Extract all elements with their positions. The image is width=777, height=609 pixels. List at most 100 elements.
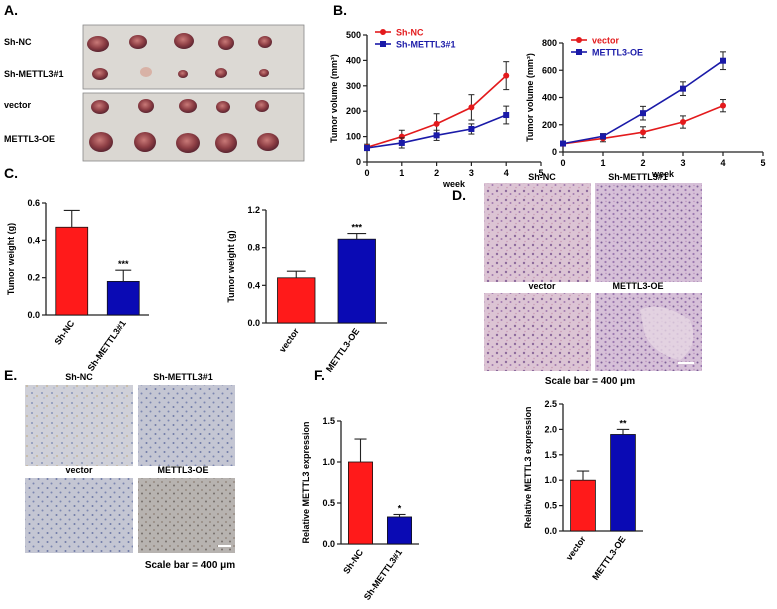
panel-a-label-sh-mettl3: Sh-METTL3#1: [4, 69, 64, 79]
y-tick-label: 0.0: [544, 526, 557, 536]
data-point: [364, 145, 370, 152]
panel-e-title-sh-nc: Sh-NC: [65, 372, 93, 382]
y-tick-label: 100: [346, 132, 361, 142]
panel-e-title-vector: vector: [65, 465, 93, 475]
x-tick-label: 0: [364, 168, 369, 178]
panel-e-title-sh-mettl3: Sh-METTL3#1: [153, 372, 213, 382]
bar-Sh-NC: [348, 461, 373, 545]
data-point: [680, 119, 686, 126]
y-tick-label: 1.0: [322, 457, 335, 467]
y-axis-label: Tumor weight (g): [6, 223, 16, 295]
data-point: [560, 140, 566, 147]
legend-marker: [380, 41, 386, 47]
y-tick-label: 0.6: [27, 198, 40, 208]
x-tick-label: 1: [600, 158, 605, 168]
significance-label: ***: [351, 223, 362, 233]
chart-tumor-volume-knockdown: 0 100 200 300 400 500 0 1 2 3 4 5 week Tumor volume (…: [329, 28, 544, 190]
panel-label-d: D.: [452, 187, 466, 203]
data-point: [468, 104, 475, 111]
x-category-label: Sh-NC: [52, 318, 76, 347]
data-point: [720, 102, 726, 109]
chart-mettl3-expression-overexpression: 0.0 0.5 1.0 1.5 2.0 2.5 Relative METTL3 expres…: [523, 399, 643, 582]
legend-marker: [576, 49, 582, 55]
x-tick-label: 3: [680, 158, 685, 168]
legend-label: Sh-METTL3#1: [396, 40, 456, 50]
x-tick-label: 2: [434, 168, 439, 178]
legend-label: METTL3-OE: [592, 48, 643, 58]
bar-vector: [277, 277, 316, 324]
panel-label-a: A.: [4, 2, 18, 18]
x-category-label: METTL3-OE: [590, 534, 627, 582]
bar-Sh-METTL3#1: [106, 280, 140, 316]
data-point: [433, 132, 440, 139]
chart-tumor-volume-overexpression: 0 200 400 600 800 0 1 2 3 4 5 week Tumor volume (mm³…: [525, 36, 766, 180]
y-tick-label: 400: [542, 93, 557, 103]
chart-tumor-weight-overexpression: 0.0 0.4 0.8 1.2 Tumor weight (g) vector *** MET…: [226, 205, 387, 374]
y-tick-label: 500: [346, 30, 361, 40]
x-axis-label: week: [442, 179, 466, 189]
bar-METTL3-OE: [337, 238, 376, 324]
y-tick-label: 0.4: [27, 235, 40, 245]
bar-vector: [570, 479, 596, 532]
y-tick-label: 0.0: [27, 310, 40, 320]
significance-label: **: [619, 418, 627, 428]
data-point: [433, 120, 440, 127]
y-axis-label: Relative METTL3 expression: [301, 421, 311, 543]
panel-e-scale-text: Scale bar = 400 μm: [145, 560, 235, 571]
y-tick-label: 1.2: [247, 205, 260, 215]
y-tick-label: 200: [346, 106, 361, 116]
x-category-label: METTL3-OE: [324, 326, 361, 374]
y-tick-label: 0: [552, 147, 557, 157]
panel-a-label-sh-nc: Sh-NC: [4, 37, 32, 47]
panel-label-e: E.: [4, 367, 17, 383]
panel-a-label-mettl3-oe: METTL3-OE: [4, 134, 55, 144]
legend-marker: [380, 29, 386, 35]
panel-d-title-sh-mettl3: Sh-METTL3#1: [608, 172, 668, 182]
panel-d-scale-text: Scale bar = 400 μm: [545, 376, 635, 387]
data-point: [468, 125, 475, 132]
ihc-image-sh-mettl3: [138, 385, 235, 466]
y-tick-label: 0.2: [27, 273, 40, 283]
data-point: [503, 112, 510, 119]
ihc-image-sh-nc: [25, 385, 133, 466]
y-tick-label: 0.4: [247, 280, 260, 290]
tumor-photo-top: [82, 24, 305, 90]
x-tick-label: 5: [538, 168, 543, 178]
y-tick-label: 2.0: [544, 424, 557, 434]
ihc-image-mettl3-oe: [138, 478, 235, 553]
legend-label: Sh-NC: [396, 28, 424, 38]
panel-d-title-vector: vector: [528, 281, 556, 291]
y-tick-label: 200: [542, 120, 557, 130]
y-tick-label: 2.5: [544, 399, 557, 409]
chart-mettl3-expression-knockdown: 0.0 0.5 1.0 1.5 Relative METTL3 expression Sh…: [301, 416, 419, 602]
data-point: [640, 110, 646, 117]
he-image-sh-nc: [484, 183, 591, 282]
chart-tumor-weight-knockdown: 0.0 0.2 0.4 0.6 Tumor weight (g) Sh-NC *** Sh-M…: [6, 198, 149, 373]
data-point: [680, 85, 686, 92]
y-axis-label: Tumor volume (mm³): [525, 53, 535, 142]
y-tick-label: 1.5: [544, 450, 557, 460]
panel-d-title-sh-nc: Sh-NC: [528, 172, 556, 182]
panel-d-title-mettl3-oe: METTL3-OE: [613, 281, 664, 291]
significance-label: ***: [118, 259, 129, 269]
panel-a-label-vector: vector: [4, 100, 32, 110]
bar-METTL3-OE: [610, 434, 636, 532]
x-tick-label: 1: [399, 168, 404, 178]
y-tick-label: 600: [542, 65, 557, 75]
x-tick-label: 4: [504, 168, 509, 178]
x-tick-label: 5: [760, 158, 765, 168]
x-category-label: Sh-NC: [341, 547, 365, 576]
y-tick-label: 0.5: [544, 501, 557, 511]
panel-label-c: C.: [4, 165, 18, 181]
y-tick-label: 0.0: [322, 539, 335, 549]
x-category-label: Sh-METTL3#1: [362, 547, 404, 601]
bar-Sh-METTL3#1: [387, 516, 412, 545]
tumor-photo-bottom: [82, 92, 305, 162]
legend-marker: [576, 37, 582, 43]
x-category-label: vector: [277, 326, 301, 354]
x-tick-label: 0: [560, 158, 565, 168]
significance-label: *: [398, 503, 402, 513]
y-tick-label: 0: [356, 157, 361, 167]
y-tick-label: 1.5: [322, 416, 335, 426]
